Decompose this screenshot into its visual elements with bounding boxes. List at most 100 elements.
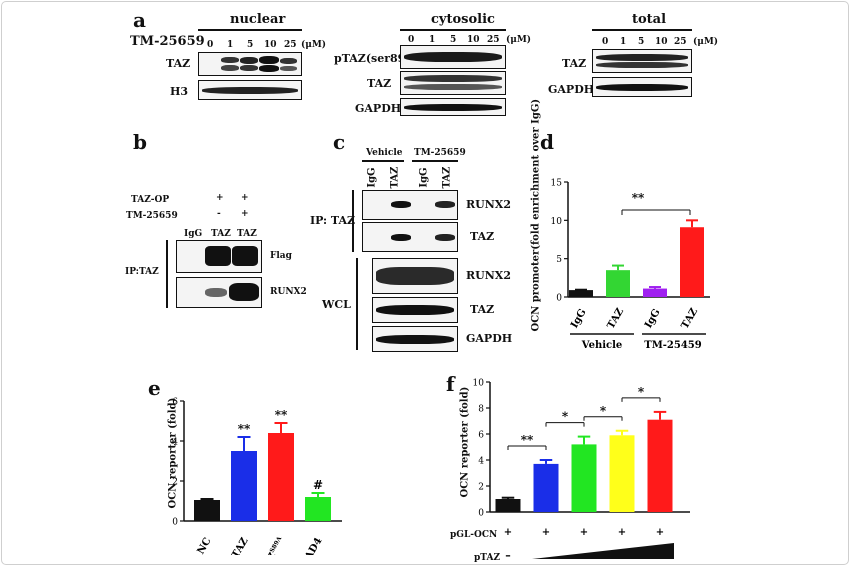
y-tick-label: 10 [473,379,485,389]
unit-label: (μM) [506,35,532,45]
y-tick-label: 6 [172,398,178,408]
plus-mark: + [504,527,512,538]
nuclear-taz-blot [198,52,302,76]
sig-label: ** [275,408,288,422]
dose-label: 10 [467,35,480,45]
category-label: TAZ [680,306,701,331]
bar [571,444,597,512]
category-label: TAZ [606,306,627,331]
total-title-underline [592,29,692,31]
y-tick-label: 0 [172,518,178,528]
blot-label-taz: TAZ [562,57,587,70]
panel-c-letter: c [333,130,346,154]
plus-mark: + [580,527,588,538]
dose-label: 1 [227,40,234,50]
ip-label: IP:TAZ [125,267,159,277]
group-underline [412,160,458,162]
y-tick-label: 4 [478,457,484,467]
sig-label: ** [521,433,534,447]
group-label-tm: TM-25459 [644,340,701,351]
sig-label: ** [238,422,251,436]
blot-label-flag: Flag [270,251,292,261]
dose-label: 1 [620,37,627,47]
nuclear-h3-blot [198,80,302,100]
panel-d-letter: d [540,130,554,154]
panel-f-letter: f [446,372,455,396]
flag-blot [176,240,262,273]
lane-label: TAZ [211,229,231,239]
bar [680,227,704,297]
bar [231,451,257,521]
lane-label: IgG [418,167,430,188]
blot-label-gapdh: GAPDH [355,102,402,115]
group-underline [362,160,404,162]
blot-label-runx2: RUNX2 [270,287,307,297]
total-title: total [632,12,667,27]
category-label: IgG [643,307,663,330]
y-tick-label: 10 [551,217,563,227]
sig-label: * [638,385,645,399]
blot-label-taz: TAZ [166,57,191,70]
bar [194,500,220,521]
dose-label: 5 [247,40,254,50]
wcl-gapdh-blot [372,326,458,352]
wcl-bracket [356,258,358,350]
total-gapdh-blot [592,77,692,97]
ip-taz-blot [362,222,458,252]
wcl-runx2-blot [372,258,458,294]
cytosolic-gapdh-blot [400,98,506,116]
group-label-vehicle: Vehicle [581,340,623,351]
plus-mark: + [241,193,249,203]
cytosolic-ptaz-blot [400,45,506,69]
category-label: TAZ [230,536,251,555]
bar [569,290,593,297]
dose-label: 25 [674,37,687,47]
ptaz-gradient-wedge [532,543,674,559]
blot-label-runx2: RUNX2 [466,269,511,282]
runx2-blot [176,277,262,308]
bar [609,435,635,512]
sig-label: * [600,404,607,418]
dose-label: 25 [487,35,500,45]
ip-runx2-blot [362,190,458,220]
blot-label-gapdh: GAPDH [466,332,513,345]
wcl-taz-blot [372,297,458,323]
bar [643,288,667,297]
row-label-ptaz: pTAZ [474,553,501,563]
dose-label: 1 [429,35,436,45]
dose-label: 5 [450,35,457,45]
y-tick-label: 6 [478,431,484,441]
dose-label: 0 [207,40,214,50]
dose-label: 0 [602,37,609,47]
unit-label: (μM) [301,40,327,50]
unit-label: (μM) [693,37,719,47]
category-label: NC [196,536,214,555]
sig-label: ** [632,191,645,205]
cytosolic-title-underline [400,29,506,31]
row-label-tm: TM-25659 [126,211,178,221]
wcl-label: WCL [322,298,351,311]
blot-label-taz: TAZ [367,77,392,90]
chart-d: 0 5 10 15 IgG TAZ IgG TAZ ** Vehicle TM-25459 [551,179,710,351]
bar [647,419,673,512]
y-tick-label: 15 [551,179,563,189]
sig-label: * [562,410,569,424]
dose-label: 10 [264,40,277,50]
group-label-tm: TM-25659 [414,148,466,158]
sig-label: # [313,478,323,492]
lane-label: TAZ [237,229,257,239]
category-label: TEAD4 [296,536,325,555]
dose-label: 10 [655,37,668,47]
y-axis-label: OCN reporter (fold) [459,386,471,498]
dose-label: 0 [408,35,415,45]
group-label-vehicle: Vehicle [366,148,403,158]
bar [606,270,630,297]
bar [495,499,521,512]
lane-label: TAZ [441,166,453,189]
y-axis-label: OCN reporter (fold) [167,397,179,509]
nuclear-title: nuclear [230,12,286,27]
